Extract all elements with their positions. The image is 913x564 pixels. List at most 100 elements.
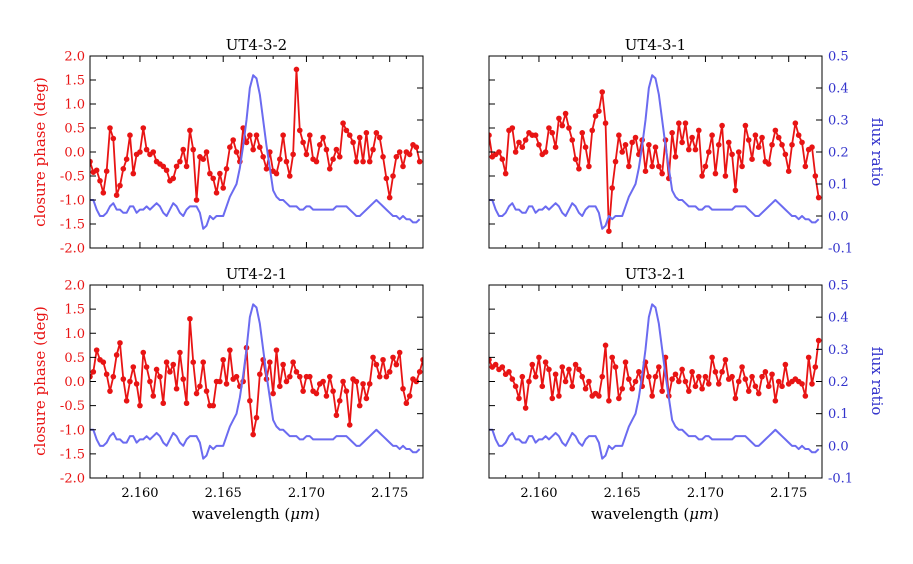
- xlabel-close: ): [713, 505, 719, 523]
- closure-phase-point: [280, 132, 286, 138]
- closure-phase-point: [183, 163, 190, 170]
- closure-phase-point: [572, 156, 579, 162]
- xlabel-text: wavelength (: [192, 505, 290, 523]
- closure-phase-point: [739, 163, 745, 170]
- closure-phase-point: [499, 364, 506, 370]
- closure-phase-point: [752, 132, 759, 138]
- closure-phase-point: [330, 388, 336, 394]
- closure-phase-point: [729, 373, 735, 380]
- closure-phase-point: [509, 376, 516, 382]
- closure-phase-point: [140, 349, 147, 356]
- closure-phase-point: [749, 373, 755, 380]
- closure-phase-point: [792, 120, 799, 126]
- closure-phase-point: [769, 371, 775, 378]
- y-left-tick-label: 2.0: [64, 50, 85, 65]
- closure-phase-point: [705, 149, 712, 155]
- closure-phase-point: [579, 373, 586, 380]
- closure-phase-point: [123, 398, 130, 404]
- closure-phase-point: [709, 132, 715, 138]
- closure-phase-point: [522, 405, 529, 411]
- x-tick-label: 2.175: [371, 486, 408, 501]
- closure-phase-point: [150, 149, 157, 155]
- closure-phase-point: [110, 373, 117, 380]
- closure-phase-point: [809, 144, 815, 150]
- closure-phase-point: [672, 371, 679, 378]
- closure-phase-point: [799, 139, 805, 146]
- closure-phase-point: [200, 359, 207, 366]
- y-right-tick-label: 0.0: [828, 439, 849, 454]
- closure-phase-point: [772, 398, 779, 404]
- closure-phase-point: [642, 168, 649, 174]
- closure-phase-point: [676, 378, 682, 385]
- closure-phase-point: [795, 132, 802, 138]
- closure-phase-point: [173, 163, 180, 170]
- closure-phase-point: [383, 175, 390, 182]
- right-ylabel-top: flux ratio: [868, 118, 886, 187]
- closure-phase-point: [333, 146, 340, 153]
- closure-phase-point: [170, 175, 177, 182]
- closure-phase-point: [180, 376, 187, 382]
- closure-phase-point: [506, 369, 512, 375]
- closure-phase-point: [686, 146, 692, 153]
- closure-phase-point: [512, 149, 519, 155]
- closure-phase-point: [705, 381, 712, 387]
- closure-phase-point: [340, 120, 346, 126]
- closure-phase-point: [306, 373, 313, 380]
- closure-phase-point: [702, 163, 709, 170]
- closure-phase-point: [93, 347, 100, 353]
- closure-phase-point: [609, 185, 616, 191]
- closure-phase-point: [556, 115, 562, 122]
- closure-phase-point: [619, 149, 625, 155]
- closure-phase-line: [489, 340, 820, 409]
- closure-phase-point: [346, 132, 353, 138]
- closure-phase-point: [699, 173, 705, 179]
- closure-phase-point: [140, 125, 147, 131]
- closure-phase-point: [602, 120, 609, 126]
- closure-phase-point: [699, 385, 705, 392]
- left-ylabel-top: closure phase (deg): [31, 77, 49, 227]
- y-right-tick-label: 0.5: [828, 279, 849, 294]
- y-right-tick-label: 0.0: [828, 210, 849, 225]
- closure-phase-point: [187, 315, 193, 322]
- x-tick-label: 2.170: [288, 486, 325, 501]
- closure-phase-point: [576, 366, 582, 373]
- closure-phase-point: [120, 376, 127, 382]
- y-right-tick-label: 0.2: [828, 146, 849, 161]
- closure-phase-point: [420, 356, 423, 363]
- closure-phase-point: [539, 383, 546, 390]
- closure-phase-point: [689, 369, 695, 375]
- xlabel-left: wavelength (μm): [192, 505, 320, 523]
- closure-phase-point: [353, 158, 360, 165]
- closure-phase-point: [692, 383, 699, 390]
- closure-phase-point: [177, 349, 183, 356]
- closure-phase-point: [519, 144, 526, 150]
- closure-phase-point: [130, 364, 137, 370]
- closure-phase-point: [682, 120, 689, 126]
- panel-1: UT4-3-2 -2.0 -1.5 -1.0 -0.5 0.0 0.5 1.0 1.5 2.0: [60, 36, 424, 257]
- closure-phase-point: [562, 378, 569, 385]
- closure-phase-point: [330, 156, 336, 162]
- y-right-tick-label: 0.2: [828, 375, 849, 390]
- xlabel-close: ): [314, 505, 320, 523]
- closure-phase-point: [373, 130, 380, 136]
- closure-phase-point: [400, 163, 406, 170]
- closure-phase-point: [346, 422, 353, 428]
- closure-phase-point: [502, 170, 509, 177]
- closure-phase-point: [293, 66, 300, 73]
- closure-phase-point: [230, 137, 236, 143]
- xlabel-unit: μm: [290, 505, 314, 523]
- closure-phase-point: [572, 361, 579, 368]
- closure-phase-point: [153, 366, 160, 373]
- panel-2: UT4-3-1 -0.1 0.0 0.1 0.2 0.3 0.4 0.5: [488, 36, 853, 257]
- closure-phase-point: [612, 158, 619, 165]
- closure-phase-point: [812, 364, 819, 370]
- closure-phase-point: [672, 154, 679, 160]
- closure-phase-point: [150, 393, 157, 399]
- closure-phase-point: [722, 173, 729, 179]
- closure-phase-point: [599, 373, 606, 380]
- closure-phase-point: [393, 361, 400, 368]
- closure-phase-point: [586, 378, 592, 385]
- closure-phase-point: [220, 185, 226, 191]
- closure-phase-point: [193, 197, 200, 203]
- closure-phase-point: [669, 130, 675, 136]
